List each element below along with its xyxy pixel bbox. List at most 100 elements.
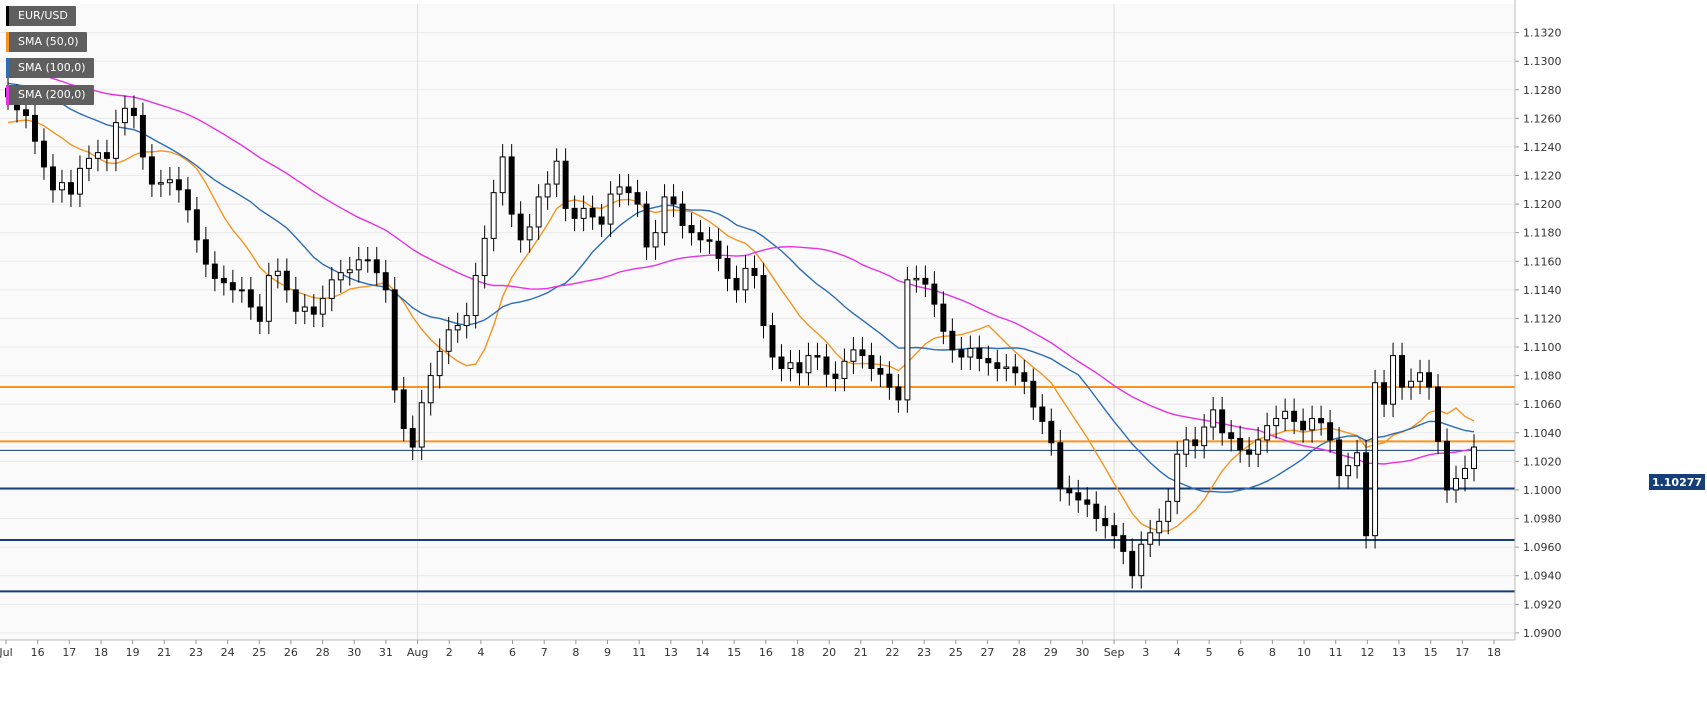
candle-body (1030, 380, 1037, 408)
x-tick-label: 17 (62, 646, 76, 659)
candle (562, 148, 569, 222)
candle-body (373, 259, 380, 274)
candle-body (769, 325, 776, 358)
candle (238, 276, 245, 303)
legend-swatch-sma-200 (6, 85, 9, 105)
sma-200-line (7, 68, 1475, 465)
candle-body (562, 160, 569, 209)
candle-body (1300, 420, 1307, 431)
candle (445, 316, 452, 365)
y-axis: 1.1320 1.1300 1.1280 1.1260 1.1240 1.1220 1.12… (1514, 0, 1562, 640)
candle-body (1192, 439, 1199, 447)
candle (796, 349, 803, 386)
candle (1426, 359, 1433, 400)
candle-body (598, 216, 605, 225)
x-tick-label: 15 (727, 646, 741, 659)
candle-body (1354, 452, 1361, 467)
candle (1282, 398, 1289, 432)
candle-body (418, 402, 425, 448)
candle (571, 195, 578, 232)
legend-sma-100[interactable]: SMA (100,0) (6, 58, 94, 78)
candle-body (724, 257, 731, 279)
candle-body (1084, 499, 1091, 505)
candle-body (733, 277, 740, 291)
candle (922, 265, 929, 297)
legend-eurusd[interactable]: EUR/USD (6, 6, 76, 26)
candle (1228, 419, 1235, 452)
candle (220, 265, 227, 296)
candle-body (247, 289, 254, 308)
x-tick-label: 8 (1269, 646, 1276, 659)
candle-body (526, 226, 533, 241)
candle (148, 144, 155, 197)
candle (877, 355, 884, 388)
candle-body (751, 267, 758, 277)
candle-body (346, 269, 353, 274)
candle-body (193, 209, 200, 241)
candle (175, 166, 182, 203)
candle-body (1417, 372, 1424, 382)
x-tick-label: 20 (822, 646, 836, 659)
candle-body (1075, 492, 1082, 501)
candle (1408, 368, 1415, 400)
x-tick-label: 6 (509, 646, 516, 659)
x-tick-label: 13 (1392, 646, 1406, 659)
candle (652, 219, 659, 260)
candle-body (1012, 366, 1019, 374)
candle-body (841, 360, 848, 379)
candle-body (265, 275, 272, 322)
candle (337, 259, 344, 293)
y-tick-label: 1.1120 (1523, 312, 1562, 325)
candle (256, 294, 263, 335)
candle-body (697, 232, 704, 241)
candle (841, 348, 848, 392)
candle (400, 377, 407, 442)
candle-body (661, 196, 668, 234)
candle (823, 344, 830, 388)
horizontal-levels (0, 386, 1515, 593)
candle-body (58, 182, 65, 191)
candle (1273, 405, 1280, 439)
candle-body (1408, 380, 1415, 388)
x-tick-label: 28 (316, 646, 330, 659)
candle-body (41, 140, 47, 168)
candle-body (1426, 372, 1433, 388)
y-tick-label: 1.1100 (1523, 341, 1562, 354)
candle (1111, 512, 1118, 549)
candle-body (553, 160, 560, 185)
candle (346, 256, 353, 286)
candle-body (1057, 442, 1064, 490)
x-tick-label: 12 (1360, 646, 1374, 659)
y-tick-label: 1.1260 (1523, 112, 1562, 125)
y-tick-label: 1.1240 (1523, 141, 1562, 154)
candle (1444, 428, 1450, 503)
candle-body (328, 279, 335, 299)
x-tick-label: 16 (759, 646, 773, 659)
x-tick-label: 26 (284, 646, 298, 659)
legend-sma-200[interactable]: SMA (200,0) (6, 85, 94, 105)
candle-body (472, 275, 479, 317)
x-tick-label: 10 (1297, 646, 1311, 659)
candle-body (670, 196, 677, 205)
legend-sma-50[interactable]: SMA (50,0) (6, 32, 87, 52)
candle (481, 225, 488, 289)
candle (517, 201, 524, 253)
candle (112, 109, 119, 172)
sma-100-line (7, 82, 1475, 493)
candle-body (382, 272, 389, 291)
x-tick-label: 3 (1142, 646, 1149, 659)
candle (1210, 397, 1217, 440)
candle-body (103, 152, 110, 159)
candle (373, 246, 380, 286)
candle-body (76, 167, 83, 195)
candle (85, 145, 92, 182)
candle (499, 144, 506, 206)
candle (733, 265, 740, 303)
candle-body (1381, 382, 1388, 405)
candle-body (211, 263, 218, 279)
candle (940, 291, 947, 345)
x-tick-label: Aug (407, 646, 428, 659)
candle (1246, 437, 1253, 468)
candle (76, 155, 83, 207)
candle (787, 349, 794, 382)
